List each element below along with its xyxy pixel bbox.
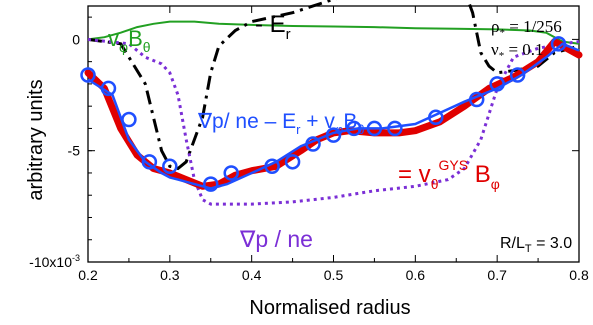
series-sum-marker — [509, 67, 526, 83]
series-gradp-ne-line — [87, 37, 580, 206]
y-axis-label: arbitrary units — [25, 79, 47, 200]
param-rho-star: ρ* = 1/256 — [491, 17, 562, 39]
series-gradp-ne-label: ∇p / ne — [239, 226, 313, 252]
series-sum-marker — [223, 165, 239, 181]
series-sum-marker — [162, 158, 178, 175]
y-tick-label: 0 — [72, 31, 80, 47]
series-sum-marker — [489, 76, 505, 92]
series-sum-marker — [100, 80, 117, 97]
x-tick-label: 0.5 — [324, 267, 344, 283]
series-sum-marker — [203, 176, 219, 192]
series-sum-marker — [346, 120, 362, 137]
series-sum-marker — [305, 136, 321, 152]
series-minus-er-line — [87, 0, 580, 171]
series-sum-marker — [387, 120, 403, 137]
series-sum-marker — [141, 154, 158, 170]
series-sum-marker — [550, 36, 567, 52]
labels-layer: Normalised radius arbitrary units vφBθ - … — [25, 11, 572, 319]
param-nu-star: ν* = 0.1 — [491, 40, 544, 62]
series-gys-label: = vθGYS Bφ — [398, 157, 500, 192]
series-sum-marker — [366, 120, 383, 137]
series-sum-marker — [428, 109, 444, 126]
series-vphi-btheta-line — [87, 20, 580, 45]
series-sum-marker — [284, 154, 301, 170]
series-sum-marker — [121, 111, 137, 128]
x-tick-label: 0.4 — [242, 267, 262, 283]
x-tick-label: 0.2 — [78, 267, 98, 283]
x-tick-label: 0.8 — [569, 267, 589, 283]
y-tick-label: -5 — [68, 143, 81, 159]
series-sum-marker — [468, 91, 485, 108]
x-tick-label: 0.3 — [160, 267, 180, 283]
x-tick-label: 0.7 — [487, 267, 507, 283]
series-sum-marker — [264, 158, 280, 175]
y-tick-label: -10x10-3 — [29, 253, 80, 270]
x-axis-label: Normalised radius — [249, 297, 410, 319]
series-sum-label: ∇p/ ne – Er + vφBθ — [197, 110, 365, 137]
series-layer — [80, 0, 583, 206]
series-sum-line — [87, 42, 580, 190]
param-r-over-lt: R/LT = 3.0 — [500, 235, 572, 255]
series-sum-marker — [80, 67, 96, 83]
plot-frame: 0.2 0.3 0.4 0.5 0.6 0.7 0.8 0 -5 -10x10-3 — [29, 5, 589, 283]
series-minus-er-label: - Er — [255, 11, 291, 43]
x-tick-label: 0.6 — [406, 267, 426, 283]
series-vphi-btheta-label: vφBθ — [108, 26, 151, 55]
series-sum-marker — [325, 127, 342, 143]
